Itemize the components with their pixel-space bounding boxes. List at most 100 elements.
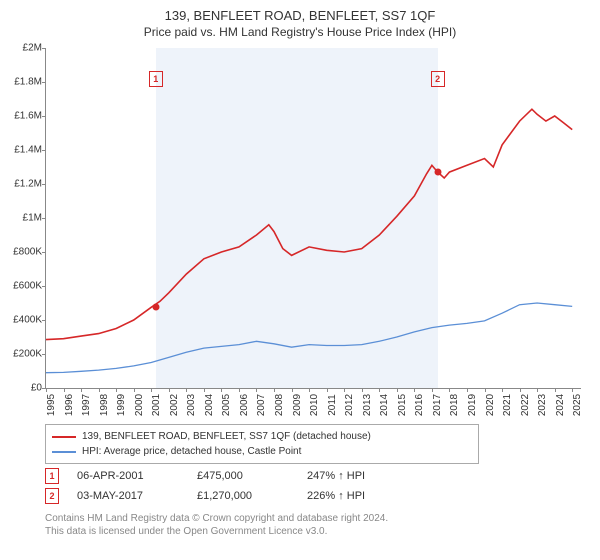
legend-item: HPI: Average price, detached house, Cast… <box>52 444 472 459</box>
series-property <box>46 109 572 339</box>
y-tick-label: £1.4M <box>6 145 42 156</box>
x-tick-label: 1997 <box>81 394 92 416</box>
x-tick-label: 1998 <box>99 394 110 416</box>
x-tick-mark <box>362 388 363 392</box>
x-tick-mark <box>520 388 521 392</box>
x-tick-label: 2013 <box>362 394 373 416</box>
sale-index-badge: 1 <box>45 468 59 484</box>
x-tick-label: 2022 <box>520 394 531 416</box>
x-tick-label: 1999 <box>116 394 127 416</box>
sale-index-badge: 2 <box>45 488 59 504</box>
x-tick-mark <box>169 388 170 392</box>
series-hpi <box>46 303 572 373</box>
x-tick-mark <box>309 388 310 392</box>
x-tick-mark <box>414 388 415 392</box>
y-tick-label: £200K <box>6 349 42 360</box>
x-tick-label: 2008 <box>274 394 285 416</box>
y-tick-mark <box>42 252 46 253</box>
x-tick-mark <box>256 388 257 392</box>
x-tick-label: 2019 <box>467 394 478 416</box>
x-tick-mark <box>537 388 538 392</box>
x-tick-label: 2009 <box>292 394 303 416</box>
x-tick-label: 2011 <box>327 394 338 416</box>
x-tick-label: 2024 <box>555 394 566 416</box>
y-tick-label: £2M <box>6 43 42 54</box>
x-tick-mark <box>116 388 117 392</box>
footer-line-1: Contains HM Land Registry data © Crown c… <box>45 512 388 525</box>
x-tick-mark <box>64 388 65 392</box>
x-tick-mark <box>327 388 328 392</box>
x-tick-mark <box>572 388 573 392</box>
chart-title: 139, BENFLEET ROAD, BENFLEET, SS7 1QF <box>0 0 600 23</box>
sale-date: 03-MAY-2017 <box>77 490 197 502</box>
y-tick-mark <box>42 48 46 49</box>
x-tick-label: 2016 <box>414 394 425 416</box>
y-tick-label: £800K <box>6 247 42 258</box>
chart-container: 139, BENFLEET ROAD, BENFLEET, SS7 1QF Pr… <box>0 0 600 560</box>
sale-marker-dot <box>152 304 159 311</box>
sale-hpi: 226% ↑ HPI <box>307 490 417 502</box>
x-tick-label: 2020 <box>485 394 496 416</box>
x-tick-label: 2025 <box>572 394 583 416</box>
x-tick-label: 2017 <box>432 394 443 416</box>
y-tick-mark <box>42 116 46 117</box>
footer-attribution: Contains HM Land Registry data © Crown c… <box>45 512 388 538</box>
chart-subtitle: Price paid vs. HM Land Registry's House … <box>0 23 600 45</box>
x-tick-mark <box>46 388 47 392</box>
sale-price: £1,270,000 <box>197 490 307 502</box>
line-series-svg <box>46 48 581 388</box>
sale-row: 2 03-MAY-2017£1,270,000226% ↑ HPI <box>45 486 417 506</box>
x-tick-label: 2010 <box>309 394 320 416</box>
x-tick-mark <box>467 388 468 392</box>
x-tick-label: 2001 <box>151 394 162 416</box>
legend-label: HPI: Average price, detached house, Cast… <box>82 444 301 459</box>
sale-marker-label: 2 <box>431 71 445 87</box>
y-tick-mark <box>42 150 46 151</box>
legend-box: 139, BENFLEET ROAD, BENFLEET, SS7 1QF (d… <box>45 424 479 464</box>
x-tick-mark <box>485 388 486 392</box>
x-tick-mark <box>502 388 503 392</box>
sale-date: 06-APR-2001 <box>77 470 197 482</box>
x-tick-label: 2000 <box>134 394 145 416</box>
x-tick-mark <box>186 388 187 392</box>
y-tick-mark <box>42 218 46 219</box>
x-tick-mark <box>151 388 152 392</box>
x-tick-mark <box>344 388 345 392</box>
x-tick-mark <box>432 388 433 392</box>
y-tick-label: £400K <box>6 315 42 326</box>
y-tick-label: £1.6M <box>6 111 42 122</box>
y-tick-label: £600K <box>6 281 42 292</box>
y-tick-label: £1.2M <box>6 179 42 190</box>
legend-swatch <box>52 436 76 438</box>
y-tick-mark <box>42 82 46 83</box>
x-tick-mark <box>81 388 82 392</box>
y-tick-mark <box>42 184 46 185</box>
y-tick-mark <box>42 354 46 355</box>
x-tick-label: 2005 <box>221 394 232 416</box>
sale-row: 1 06-APR-2001£475,000247% ↑ HPI <box>45 466 417 486</box>
x-tick-label: 2004 <box>204 394 215 416</box>
x-tick-label: 2003 <box>186 394 197 416</box>
x-tick-mark <box>449 388 450 392</box>
y-tick-label: £1.8M <box>6 77 42 88</box>
y-tick-label: £0 <box>6 383 42 394</box>
x-tick-mark <box>274 388 275 392</box>
plot-area: £0£200K£400K£600K£800K£1M£1.2M£1.4M£1.6M… <box>45 48 581 389</box>
x-tick-mark <box>134 388 135 392</box>
x-tick-label: 1996 <box>64 394 75 416</box>
x-tick-label: 2007 <box>256 394 267 416</box>
sale-hpi: 247% ↑ HPI <box>307 470 417 482</box>
footer-line-2: This data is licensed under the Open Gov… <box>45 525 388 538</box>
x-tick-mark <box>239 388 240 392</box>
sale-price: £475,000 <box>197 470 307 482</box>
x-tick-label: 2018 <box>449 394 460 416</box>
x-tick-label: 2006 <box>239 394 250 416</box>
x-tick-label: 2002 <box>169 394 180 416</box>
sales-table: 1 06-APR-2001£475,000247% ↑ HPI 2 03-MAY-20… <box>45 466 417 506</box>
x-tick-label: 2023 <box>537 394 548 416</box>
x-tick-label: 2015 <box>397 394 408 416</box>
legend-item: 139, BENFLEET ROAD, BENFLEET, SS7 1QF (d… <box>52 429 472 444</box>
legend-swatch <box>52 451 76 453</box>
x-tick-mark <box>555 388 556 392</box>
x-tick-label: 1995 <box>46 394 57 416</box>
